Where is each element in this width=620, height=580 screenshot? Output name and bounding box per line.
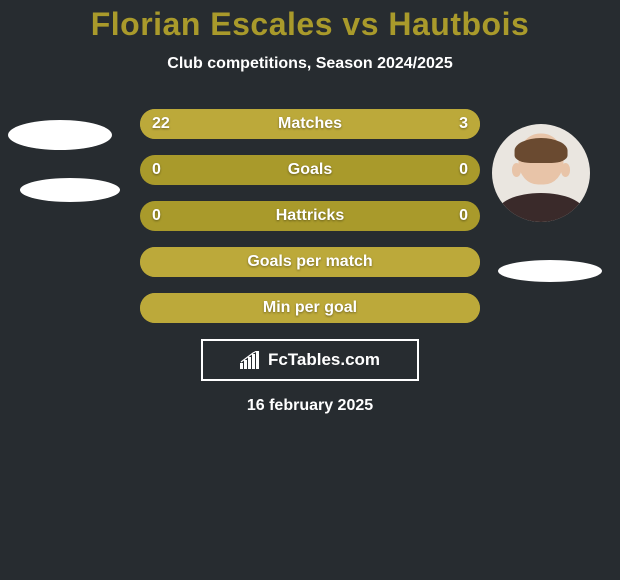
- stat-label: Hattricks: [140, 207, 480, 225]
- stat-row: Min per goal: [140, 293, 480, 323]
- brand-text: FcTables.com: [268, 350, 380, 370]
- stat-value-left: 0: [152, 207, 161, 225]
- stat-value-left: 0: [152, 161, 161, 179]
- stat-label: Matches: [140, 115, 480, 133]
- stat-value-left: 22: [152, 115, 170, 133]
- stat-value-right: 3: [459, 115, 468, 133]
- player-right-avatar: [492, 124, 590, 222]
- player-left-badge-placeholder: [20, 178, 120, 202]
- stat-value-right: 0: [459, 207, 468, 225]
- brand-box: FcTables.com: [201, 339, 419, 381]
- page-title: Florian Escales vs Hautbois: [0, 0, 620, 43]
- stat-value-right: 0: [459, 161, 468, 179]
- subtitle: Club competitions, Season 2024/2025: [0, 55, 620, 73]
- stat-row: Matches22 3: [140, 109, 480, 139]
- avatar-body-shape: [497, 193, 585, 222]
- stat-label: Goals per match: [140, 253, 480, 271]
- player-left-avatar-placeholder: [8, 120, 112, 150]
- stat-label: Goals: [140, 161, 480, 179]
- avatar-hair-shape: [515, 138, 568, 163]
- avatar-bg: [492, 124, 590, 222]
- player-right-badge-placeholder: [498, 260, 602, 282]
- stat-row: Hattricks0 0: [140, 201, 480, 231]
- infographic-canvas: Florian Escales vs Hautbois Club competi…: [0, 0, 620, 580]
- date-text: 16 february 2025: [0, 397, 620, 415]
- stat-label: Min per goal: [140, 299, 480, 317]
- stat-row: Goals0 0: [140, 155, 480, 185]
- bar-chart-icon: [240, 351, 262, 369]
- stat-row: Goals per match: [140, 247, 480, 277]
